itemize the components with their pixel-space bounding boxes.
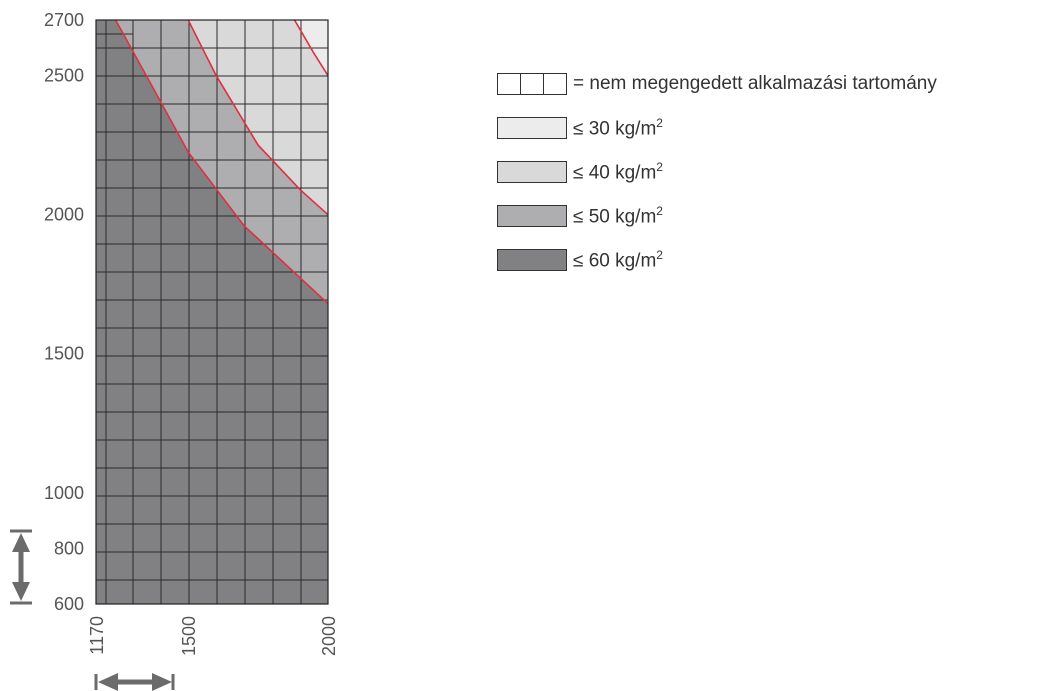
y-tick-label: 1500 [44,344,84,364]
legend-item: ≤ 40 kg/m2 [497,150,937,194]
x-tick-label: 2000 [319,616,339,656]
region-fills [96,20,328,604]
legend-swatch [497,205,567,227]
y-tick-label: 2500 [44,66,84,86]
legend-label-exponent: 2 [656,116,663,130]
y-tick-label: 800 [54,538,84,558]
legend-item: ≤ 50 kg/m2 [497,194,937,238]
y-tick-label: 1000 [44,483,84,503]
legend-label: ≤ 30 kg/m2 [573,116,663,140]
legend-item: ≤ 60 kg/m2 [497,238,937,282]
height-arrow-icon [10,531,32,603]
y-tick-label: 2700 [44,10,84,30]
legend-label-text: ≤ 40 kg/m [573,162,656,183]
legend-label-text: ≤ 60 kg/m [573,250,656,271]
y-tick-label: 2000 [44,205,84,225]
legend-item-forbidden: = nem megengedett alkalmazási tartomány [497,62,937,106]
legend-swatch-forbidden [497,73,567,95]
legend-label-text: ≤ 50 kg/m [573,206,656,227]
legend-label-forbidden: = nem megengedett alkalmazási tartomány [573,73,937,95]
legend-label-exponent: 2 [656,248,663,262]
y-tick-label: 600 [54,594,84,614]
legend-label: ≤ 50 kg/m2 [573,204,663,228]
legend-label: ≤ 40 kg/m2 [573,160,663,184]
legend-swatch [497,117,567,139]
legend-label-text: ≤ 30 kg/m [573,118,656,139]
x-tick-label: 1500 [179,616,199,656]
legend-label-exponent: 2 [656,204,663,218]
width-arrow-icon [96,673,173,691]
legend: = nem megengedett alkalmazási tartomány … [497,62,937,282]
x-tick-label: 1170 [87,616,107,655]
legend-swatch [497,161,567,183]
legend-swatch [497,249,567,271]
legend-label-exponent: 2 [656,160,663,174]
legend-label: ≤ 60 kg/m2 [573,248,663,272]
legend-item: ≤ 30 kg/m2 [497,106,937,150]
